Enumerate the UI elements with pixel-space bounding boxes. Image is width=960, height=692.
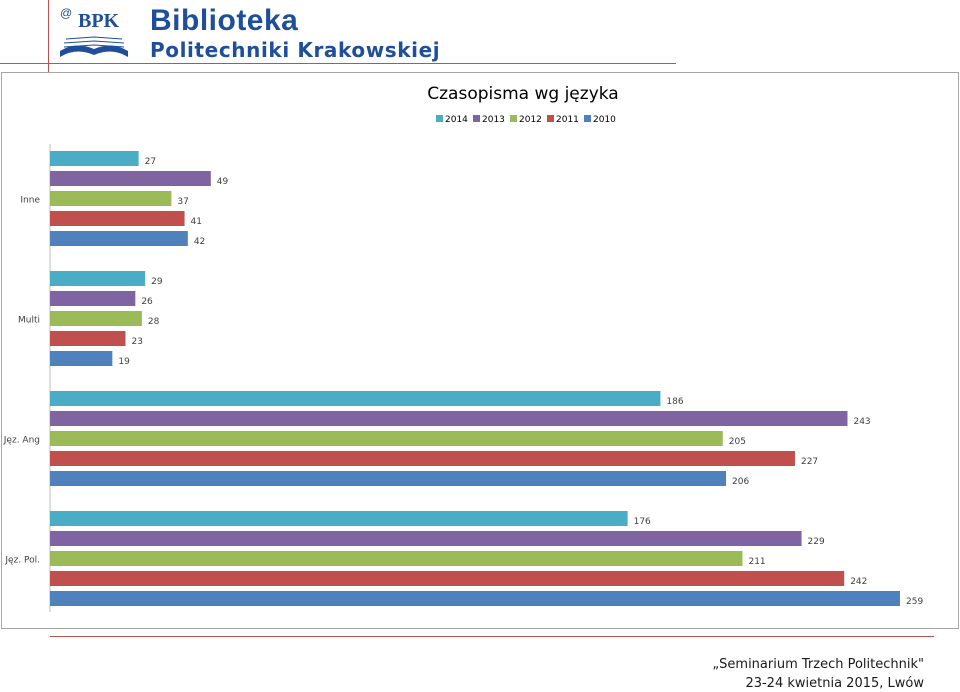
data-label: 229 [808,537,825,547]
legend-label-2011: 2011 [556,115,579,125]
data-label: 49 [217,177,229,187]
footer-seminar: „Seminarium Trzech Politechnik" [712,657,924,672]
data-label: 19 [118,357,130,367]
bar-chart: Czasopisma wg języka 2014 2013 2012 2011 2010… [3,84,923,612]
category-label: Jęz. Pol. [4,556,40,566]
bar-2011 [50,571,845,586]
data-label: 205 [729,437,746,447]
bar-2014 [50,511,628,526]
data-label: 259 [906,597,923,607]
data-label: 243 [853,417,870,427]
svg-text:@: @ [60,6,72,20]
legend-label-2013: 2013 [482,115,505,125]
bar-2010 [50,351,113,366]
data-label: 37 [177,197,188,207]
legend-swatch-2013 [473,115,480,122]
bar-2012 [50,431,723,446]
bar-2012 [50,191,172,206]
bar-2013 [50,411,848,426]
bar-2011 [50,211,185,226]
bar-2012 [50,551,743,566]
data-label: 42 [194,237,205,247]
legend-swatch-2014 [436,115,443,122]
data-label: 41 [191,217,202,227]
chart-title: Czasopisma wg języka [427,84,618,104]
data-label: 23 [131,337,142,347]
legend-swatch-2010 [584,115,591,122]
data-label: 211 [748,557,765,567]
footer-date-place: 23-24 kwietnia 2015, Lwów [745,676,924,691]
bar-2013 [50,291,136,306]
bar-2014 [50,151,139,166]
data-label: 27 [145,157,156,167]
data-label: 26 [141,297,153,307]
legend-swatch-2011 [547,115,554,122]
legend-label-2012: 2012 [519,115,542,125]
data-label: 186 [666,397,683,407]
logo-text: BPK [78,10,120,32]
header-divider-horizontal [0,63,676,64]
data-label: 242 [850,577,867,587]
bar-2010 [50,471,727,486]
legend-label-2014: 2014 [445,115,468,125]
bar-2010 [50,591,900,606]
bar-2014 [50,271,146,286]
footer-divider [50,636,934,637]
bar-2012 [50,311,142,326]
category-label: Inne [20,196,40,206]
library-title: Biblioteka [150,4,299,37]
data-label: 176 [634,517,651,527]
bpk-logo: @ BPK [56,3,132,61]
category-label: Jęz. Ang [3,436,40,446]
data-label: 28 [148,317,160,327]
bar-2014 [50,391,661,406]
bar-2013 [50,531,802,546]
header-divider-vertical [48,0,49,72]
legend-swatch-2012 [510,115,517,122]
category-label: Multi [18,316,40,326]
bar-2011 [50,331,126,346]
bar-2010 [50,231,188,246]
library-subtitle: Politechniki Krakowskiej [150,38,441,62]
data-label: 206 [732,477,749,487]
bar-2011 [50,451,795,466]
data-label: 227 [801,457,818,467]
legend-label-2010: 2010 [593,115,616,125]
data-label: 29 [151,277,163,287]
bar-2013 [50,171,211,186]
